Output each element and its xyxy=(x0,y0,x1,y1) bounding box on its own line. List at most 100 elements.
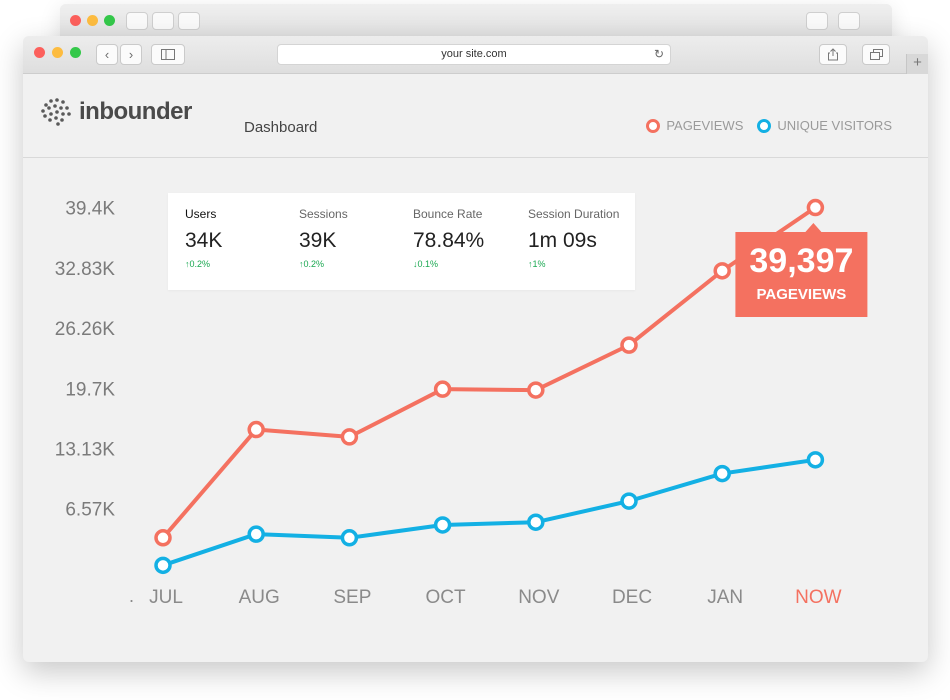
stat-sessions[interactable]: Sessions 39K ↑0.2% xyxy=(299,207,348,269)
background-minimize-dot xyxy=(87,15,98,26)
brain-logo-icon xyxy=(41,98,71,126)
logo-wordmark: inbounder xyxy=(79,98,192,125)
new-tab-button[interactable]: + xyxy=(906,54,928,74)
y-tick-label: 26.26K xyxy=(55,319,116,340)
stat-delta-value: 0.2% xyxy=(303,259,325,269)
arrow-up-icon: ↑ xyxy=(299,259,304,269)
unique-visitors-point[interactable] xyxy=(247,525,265,543)
y-axis: 6.57K 13.13K 19.7K 26.26K 32.83K 39.4K xyxy=(55,199,116,521)
pageviews-point[interactable] xyxy=(154,529,172,547)
brand-logo[interactable]: inbounder xyxy=(39,96,192,128)
chevron-right-icon: › xyxy=(128,47,134,62)
pageviews-legend-marker-icon xyxy=(646,118,661,133)
app-header: inbounder Dashboard PAGEVIEWS UNIQUE VIS… xyxy=(23,74,928,158)
background-toolbar-right xyxy=(806,12,860,30)
background-close-dot xyxy=(70,15,81,26)
sidebar-icon xyxy=(161,49,175,60)
address-bar[interactable]: your site.com ↻ xyxy=(277,44,671,65)
pageviews-point[interactable] xyxy=(713,262,731,280)
background-share-button xyxy=(806,12,828,30)
plus-icon: + xyxy=(913,54,922,71)
close-window-button[interactable] xyxy=(34,47,45,58)
back-button[interactable]: ‹ xyxy=(96,44,118,65)
tabs-icon xyxy=(869,49,883,60)
stat-value: 34K xyxy=(185,229,223,252)
share-button[interactable] xyxy=(819,44,847,65)
window-controls xyxy=(34,47,81,58)
pageviews-point[interactable] xyxy=(527,381,545,399)
unique-visitors-point[interactable] xyxy=(154,556,172,575)
stat-delta: ↑0.2% xyxy=(299,259,348,269)
y-tick-label: 13.13K xyxy=(55,440,116,461)
arrow-up-icon: ↑ xyxy=(185,259,190,269)
chart-series xyxy=(154,198,825,575)
x-axis-prefix: . xyxy=(129,586,134,606)
legend-pageviews[interactable]: PAGEVIEWS xyxy=(646,118,743,133)
arrow-down-icon: ↓ xyxy=(413,259,418,269)
stat-delta-value: 0.2% xyxy=(189,259,211,269)
arrow-up-icon: ↑ xyxy=(528,259,533,269)
callout-label: PAGEVIEWS xyxy=(757,286,847,303)
background-back-button xyxy=(126,12,148,30)
stat-delta-value: 0.1% xyxy=(417,259,439,269)
unique-visitors-point[interactable] xyxy=(433,516,452,534)
x-tick-label-aug: AUG xyxy=(239,587,280,608)
pageviews-point[interactable] xyxy=(620,336,638,354)
y-tick-label: 19.7K xyxy=(65,379,115,400)
unique-visitors-point[interactable] xyxy=(806,451,825,469)
zoom-window-button[interactable] xyxy=(70,47,81,58)
pageviews-callout: 39,397 PAGEVIEWS xyxy=(735,223,868,317)
address-text: your site.com xyxy=(441,48,507,60)
pageviews-point[interactable] xyxy=(806,198,825,217)
show-tabs-button[interactable] xyxy=(862,44,890,65)
x-tick-label-jul: JUL xyxy=(149,587,183,608)
unique-visitors-legend-marker-icon xyxy=(757,118,772,133)
minimize-window-button[interactable] xyxy=(52,47,63,58)
background-sidebar-button xyxy=(178,12,200,30)
unique-visitors-point[interactable] xyxy=(527,513,545,531)
legend-pageviews-label: PAGEVIEWS xyxy=(666,118,744,133)
stat-session-duration[interactable]: Session Duration 1m 09s ↑1% xyxy=(528,207,619,269)
pageviews-point[interactable] xyxy=(433,380,452,398)
background-titlebar xyxy=(60,4,892,38)
x-tick-label-nov: NOV xyxy=(518,587,560,608)
y-tick-label: 32.83K xyxy=(55,259,116,280)
x-tick-label-dec: DEC xyxy=(612,587,652,608)
legend-unique-visitors-label: UNIQUE VISITORS xyxy=(777,118,892,133)
unique-visitors-point[interactable] xyxy=(340,529,359,547)
y-tick-label: 39.4K xyxy=(65,199,115,220)
reload-icon[interactable]: ↻ xyxy=(653,47,664,61)
pageviews-point[interactable] xyxy=(247,420,265,439)
stat-value: 1m 09s xyxy=(528,229,597,252)
stat-delta-value: 1% xyxy=(532,259,546,269)
unique-visitors-line xyxy=(162,457,816,568)
nav-dashboard[interactable]: Dashboard xyxy=(244,119,318,136)
stat-users[interactable]: Users 34K ↑0.2% xyxy=(185,207,222,269)
x-tick-label-jan: JAN xyxy=(707,587,743,608)
stat-delta: ↓0.1% xyxy=(413,259,484,269)
unique-visitors-point[interactable] xyxy=(713,464,731,483)
share-icon xyxy=(828,48,838,61)
stats-summary-card: Users 34K ↑0.2% Sessions 39K ↑0.2% Bounc… xyxy=(168,193,635,290)
stat-delta: ↑1% xyxy=(528,259,619,269)
chart-legend: PAGEVIEWS UNIQUE VISITORS xyxy=(646,118,892,133)
chevron-left-icon: ‹ xyxy=(104,47,110,62)
x-axis: . JUL AUG SEP OCT NOV DEC JAN NOW xyxy=(129,586,842,608)
forward-button[interactable]: › xyxy=(120,44,142,65)
x-tick-label-oct: OCT xyxy=(426,587,467,608)
x-tick-label-now: NOW xyxy=(795,587,842,608)
stat-value: 78.84% xyxy=(413,229,485,252)
stat-bounce-rate[interactable]: Bounce Rate 78.84% ↓0.1% xyxy=(413,207,484,269)
background-nav-buttons xyxy=(126,12,200,30)
unique-visitors-point[interactable] xyxy=(620,492,638,510)
stat-delta: ↑0.2% xyxy=(185,259,222,269)
pageviews-line xyxy=(161,205,817,540)
background-tabs-button xyxy=(838,12,860,30)
background-window-controls xyxy=(70,15,115,26)
sidebar-toggle-button[interactable] xyxy=(151,44,185,65)
stat-label: Bounce Rate xyxy=(413,207,483,221)
callout-value: 39,397 xyxy=(749,242,853,280)
pageviews-point[interactable] xyxy=(340,428,359,446)
callout-box xyxy=(735,223,868,317)
legend-unique-visitors[interactable]: UNIQUE VISITORS xyxy=(757,118,892,133)
